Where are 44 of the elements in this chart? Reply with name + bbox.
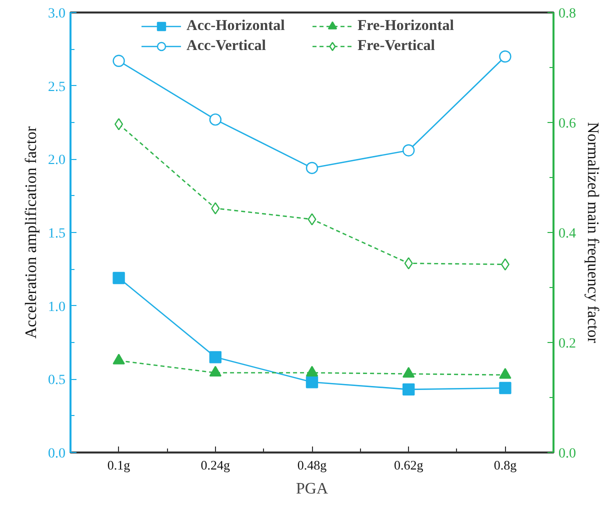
point	[112, 272, 125, 284]
x-tick-label: 0.62g	[394, 458, 424, 472]
legend-label: Fre-Horizontal	[358, 18, 455, 34]
point	[209, 351, 222, 364]
text: 1.0	[48, 300, 66, 315]
point	[211, 202, 220, 214]
y-tick-label: 2.5	[48, 80, 66, 95]
point	[499, 50, 512, 63]
point	[306, 376, 318, 388]
x-tick-label: 0.24g	[200, 458, 231, 472]
point	[306, 162, 318, 174]
x-axis-title: PGA	[296, 480, 328, 498]
point	[114, 118, 124, 130]
point	[308, 213, 316, 226]
x-tick-label: 0.48g	[297, 458, 328, 472]
point	[306, 366, 318, 377]
text: 3.0	[48, 6, 66, 22]
legend-label: Acc-Horizontal	[186, 18, 286, 34]
y-tick-label: 0.5	[48, 373, 66, 388]
legend-label: Fre-Vertical	[358, 38, 436, 54]
point	[404, 257, 413, 270]
y2-tick-label: 0.2	[558, 336, 576, 352]
point	[402, 366, 415, 378]
point	[112, 54, 125, 67]
text: 0.0	[558, 446, 576, 462]
y-tick-label: 1.5	[48, 226, 66, 242]
point	[402, 144, 415, 156]
text: 2.0	[48, 153, 66, 168]
x-tick-label: 0.8g	[494, 458, 518, 472]
y2-axis-title: Normalized main frequency factor	[584, 122, 601, 344]
point	[112, 354, 125, 364]
point	[499, 382, 512, 394]
y-axis-title: Acceleration amplification factor	[23, 126, 40, 339]
point	[402, 383, 415, 396]
x-tick-label: 0.1g	[107, 458, 131, 472]
y2-tick-label: 0.6	[558, 116, 576, 132]
text: 0.0	[48, 446, 66, 462]
y2-tick-label: 0.4	[558, 226, 576, 242]
point	[209, 366, 222, 377]
point	[500, 258, 510, 270]
legend-label: Acc-Vertical	[186, 38, 267, 54]
point	[209, 113, 222, 126]
point	[499, 368, 512, 379]
y2-tick-label: 0.8	[558, 6, 576, 22]
